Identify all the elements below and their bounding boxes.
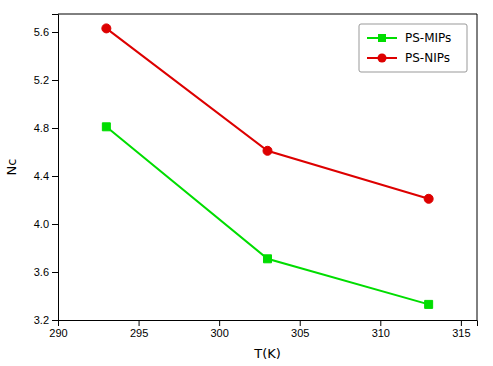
tick-mark [52, 32, 58, 33]
point [263, 146, 272, 155]
tick: 295 [130, 320, 148, 339]
tick-label: 4.8 [34, 122, 49, 134]
tick: 3.2 [34, 314, 58, 326]
x-axis: 290 295 300 305 310 315 [49, 320, 477, 339]
y-axis-title: Nc [4, 159, 19, 176]
tick-label: 315 [452, 327, 470, 339]
tick-label: 4.0 [34, 218, 49, 230]
tick: 305 [291, 320, 309, 339]
tick-mark [300, 320, 301, 326]
y-axis: 3.2 3.6 4.0 4.4 4.8 5.2 5.6 [34, 15, 59, 327]
tick-mark [461, 320, 462, 326]
plot-area: 290 295 300 305 310 315 3.2 3.6 4.0 4.4 4.8 5.2 5.6 P… [34, 14, 478, 339]
tick: 4.8 [34, 122, 58, 134]
tick-label: 295 [130, 327, 148, 339]
point [102, 123, 110, 131]
legend: PS-MIPs PS-NIPs [359, 24, 467, 72]
tick-mark [52, 128, 58, 129]
tick: 4.4 [34, 170, 58, 182]
tick: 290 [49, 320, 67, 339]
legend-marker [377, 53, 386, 62]
tick: 4.0 [34, 218, 58, 230]
tick-mark [52, 320, 58, 321]
tick-mark [380, 320, 381, 326]
tick: 300 [210, 320, 228, 339]
series-line [106, 127, 428, 305]
tick: 3.6 [34, 266, 58, 278]
legend-item: PS-NIPs [367, 51, 450, 65]
legend-box [359, 24, 467, 72]
tick: 5.6 [34, 26, 58, 38]
tick-label: 300 [210, 327, 228, 339]
point [102, 24, 111, 33]
legend-label: PS-MIPs [405, 31, 451, 45]
legend-item: PS-MIPs [367, 31, 451, 45]
legend-marker [378, 34, 386, 42]
tick-mark [52, 224, 58, 225]
tick-label: 3.6 [34, 266, 49, 278]
point [425, 300, 433, 308]
point [424, 194, 433, 203]
tick: 5.2 [34, 74, 58, 86]
chart: 290 295 300 305 310 315 3.2 3.6 4.0 4.4 4.8 5.2 5.6 P… [0, 0, 493, 366]
tick-mark [52, 80, 58, 81]
tick-mark [139, 320, 140, 326]
x-axis-title: T(K) [253, 346, 281, 361]
tick-label: 5.6 [34, 26, 49, 38]
tick-label: 4.4 [34, 170, 49, 182]
tick-label: 5.2 [34, 74, 49, 86]
axis-line [52, 15, 59, 321]
tick-label: 305 [291, 327, 309, 339]
tick-label: 290 [49, 327, 67, 339]
tick: 310 [372, 320, 390, 339]
tick: 315 [452, 320, 470, 339]
tick-mark [219, 320, 220, 326]
tick-mark [52, 272, 58, 273]
point [264, 255, 272, 263]
tick-label: 3.2 [34, 314, 49, 326]
frame [58, 14, 477, 15]
legend-label: PS-NIPs [405, 51, 450, 65]
axis-line [59, 321, 478, 327]
series-line [106, 28, 428, 198]
tick-mark [52, 176, 58, 177]
tick-label: 310 [372, 327, 390, 339]
frame [477, 14, 478, 320]
